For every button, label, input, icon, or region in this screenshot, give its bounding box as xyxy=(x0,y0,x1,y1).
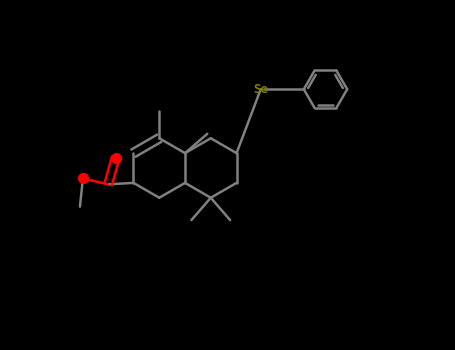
Text: Se: Se xyxy=(253,83,268,96)
